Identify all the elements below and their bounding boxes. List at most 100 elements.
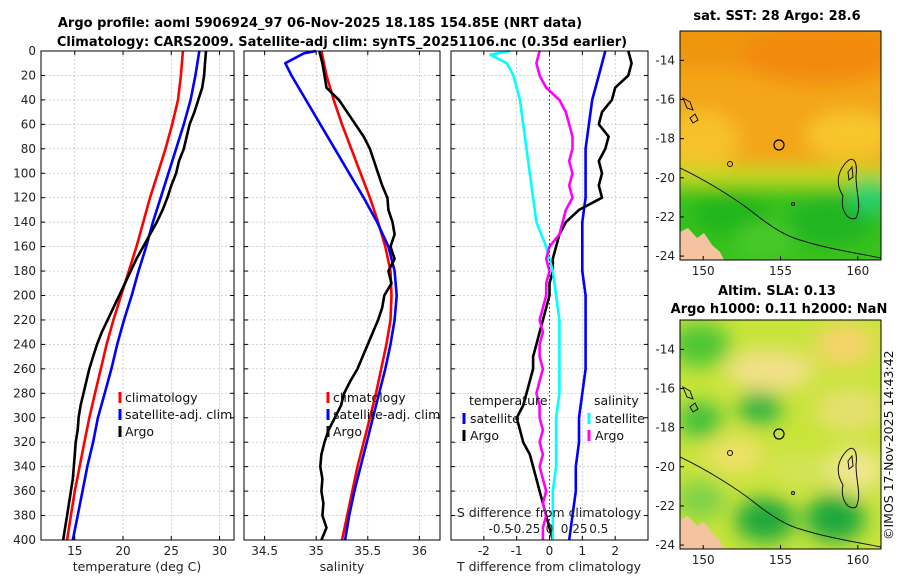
y-tick-label: 200 (13, 289, 36, 303)
y-tick-label: 340 (13, 460, 36, 474)
series-satellite-adj-clim (71, 50, 201, 541)
salinity-diff-tick-label: 0.5 (589, 522, 608, 536)
legend-label: satellite-adj. clim (125, 407, 232, 422)
sla-reef-contour (680, 456, 881, 548)
sla-plateau-contour (837, 447, 860, 509)
map-lon-tick-label: 150 (692, 553, 715, 567)
map-lat-tick-label: -16 (655, 382, 675, 396)
salinity-xlabel: salinity (320, 559, 365, 574)
legend-label: climatology (333, 390, 406, 405)
y-tick-label: 400 (13, 533, 36, 547)
sst-plateau-contour (837, 158, 860, 220)
map-lon-tick-label: 150 (692, 264, 715, 278)
y-tick-label: 280 (13, 386, 36, 400)
map-lon-tick-label: 160 (846, 553, 869, 567)
sst-reef-contour (680, 167, 881, 259)
temperature-panel: 15 20 25 3002040608010012014016018020022024… (13, 44, 235, 558)
map-lat-tick-label: -24 (655, 249, 675, 263)
y-tick-label: 360 (13, 484, 36, 498)
map-lat-tick-label: -22 (655, 499, 675, 513)
x-tick-label: 0 (546, 544, 554, 558)
salinity-panel: 34.5 35 35.5 36 climatology satellite-adj. cl… (243, 49, 441, 558)
y-tick-label: 320 (13, 435, 36, 449)
figure-title-line2: Climatology: CARS2009. Satellite-adj cli… (57, 35, 627, 50)
map-lon-tick-label: 155 (769, 553, 792, 567)
y-tick-label: 100 (13, 166, 36, 180)
legend-label: climatology (125, 390, 198, 405)
map-lat-tick-label: -18 (655, 421, 675, 435)
map-lon-tick-label: 155 (769, 264, 792, 278)
x-tick-label: 20 (115, 544, 130, 558)
map-lon-tick-label: 160 (846, 264, 869, 278)
sla-field (680, 323, 881, 542)
imos-timestamp: ©IMOS 17-Nov-2025 14:43:42 (881, 350, 896, 540)
legend-label: satellite-adj. clim (333, 407, 440, 422)
sst-map (679, 30, 882, 261)
salinity-diff-tick-label: -0.5 (489, 522, 512, 536)
sla-argo-marker (773, 428, 785, 440)
x-tick-label: 35 (309, 544, 324, 558)
x-tick-label: 15 (67, 544, 82, 558)
x-tick-label: 25 (164, 544, 179, 558)
legend-temperature-title: temperature (469, 393, 548, 408)
sst-field (680, 31, 881, 260)
map-lat-tick-label: -24 (655, 538, 675, 552)
figure-title-line1: Argo profile: aoml 5906924_97 06-Nov-202… (58, 16, 582, 31)
series-satellite-adj-clim (283, 49, 399, 541)
map-lat-tick-label: -18 (655, 132, 675, 146)
legend-label: Argo (125, 424, 154, 439)
sla-land-australia (680, 516, 724, 549)
sst-argo-marker (773, 139, 785, 151)
map-lat-tick-label: -16 (655, 93, 675, 107)
map-lat-tick-label: -20 (655, 171, 675, 185)
difference-panel: -2 -1 0 1 2 temperature salinity satellite Argo s… (450, 49, 649, 558)
x-tick-label: 36 (412, 544, 427, 558)
series-argo (61, 50, 208, 541)
sst-land-australia (680, 228, 724, 260)
x-tick-label: -2 (478, 544, 490, 558)
y-tick-label: 80 (21, 142, 36, 156)
x-tick-label: 35.5 (354, 544, 381, 558)
map-lat-tick-label: -14 (655, 342, 675, 356)
map-lat-tick-label: -22 (655, 210, 675, 224)
y-tick-label: 300 (13, 411, 36, 425)
y-tick-label: 220 (13, 313, 36, 327)
y-tick-label: 60 (21, 117, 36, 131)
legend-label: Argo (333, 424, 362, 439)
temperature-xlabel: temperature (deg C) (73, 559, 202, 574)
series-climatology (320, 50, 393, 541)
sst-map-title: sat. SST: 28 Argo: 28.6 (693, 9, 860, 24)
y-tick-label: 140 (13, 215, 36, 229)
x-tick-label: 30 (212, 544, 227, 558)
sla-islands (682, 385, 699, 413)
legend-salinity-title: salinity (594, 393, 639, 408)
series-salinity-argo (535, 50, 574, 540)
y-tick-label: 260 (13, 362, 36, 376)
difference-xlabel: T difference from climatology (456, 559, 642, 574)
x-tick-label: 34.5 (251, 544, 278, 558)
y-tick-label: 160 (13, 240, 36, 254)
legend-label: satellite (595, 411, 645, 426)
x-tick-label: 2 (611, 544, 619, 558)
salinity-diff-tick-label: 0 (546, 522, 554, 536)
series-temperature-satellite (567, 50, 607, 541)
series-temperature-argo (515, 50, 633, 541)
y-tick-label: 180 (13, 264, 36, 278)
salinity-diff-tick-label: 0.25 (561, 522, 588, 536)
series-climatology (65, 50, 185, 541)
y-tick-label: 380 (13, 509, 36, 523)
y-tick-label: 120 (13, 191, 36, 205)
series-argo (318, 50, 396, 541)
difference-top-xlabel: S difference from climatology (457, 505, 642, 520)
y-tick-label: 0 (28, 44, 36, 58)
x-tick-label: -1 (511, 544, 523, 558)
legend-label: Argo (470, 428, 499, 443)
sla-map (679, 319, 882, 550)
sst-islands (682, 96, 699, 124)
y-tick-label: 240 (13, 337, 36, 351)
map-ticks: 150 155 160 -14 -16 -18 -20 -22 -24 150 155 160 -14 -… (655, 53, 869, 567)
sla-map-subtitle: Argo h1000: 0.11 h2000: NaN (671, 302, 888, 317)
sla-map-title: Altim. SLA: 0.13 (718, 284, 836, 299)
